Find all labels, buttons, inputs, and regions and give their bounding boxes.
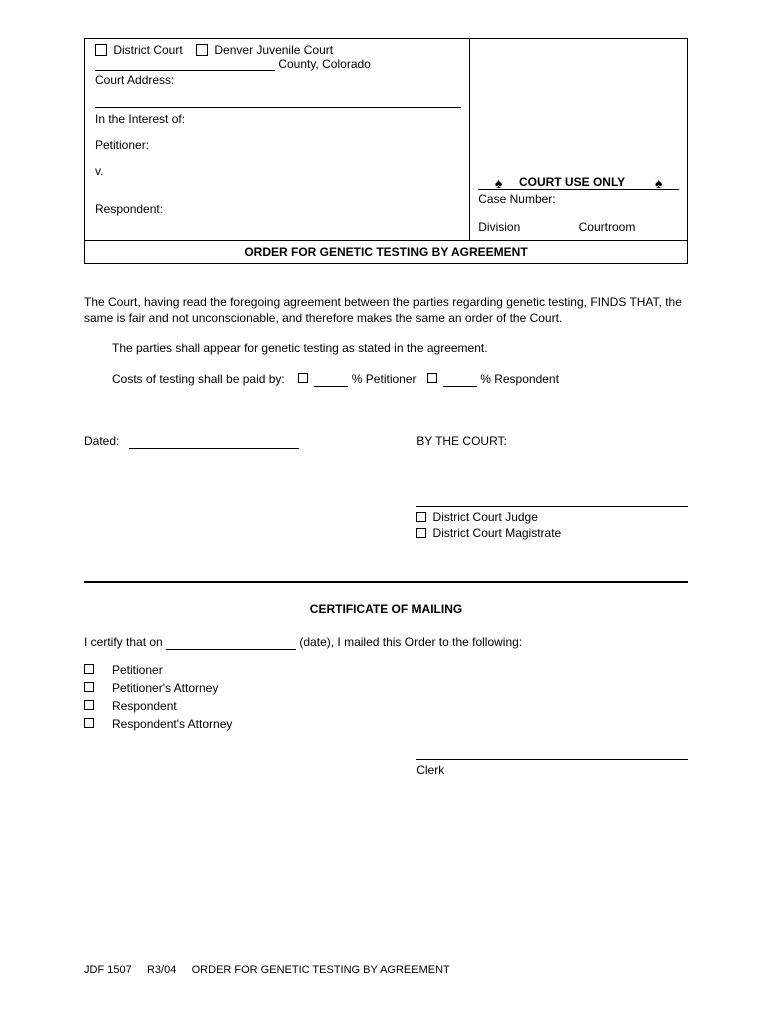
mail-resp-atty-checkbox[interactable] xyxy=(84,718,94,728)
signature-row: Dated: BY THE COURT: District Court Judg… xyxy=(84,433,688,542)
respondent-label: Respondent: xyxy=(95,202,461,216)
dc-judge-checkbox[interactable] xyxy=(416,512,426,522)
petitioner-label: Petitioner: xyxy=(95,138,461,152)
caption-right: ♠ COURT USE ONLY ♠ Case Number: Division… xyxy=(470,39,687,240)
caption-box: District Court Denver Juvenile Court Cou… xyxy=(84,38,688,264)
order-title: ORDER FOR GENETIC TESTING BY AGREEMENT xyxy=(85,240,687,263)
caption-left: District Court Denver Juvenile Court Cou… xyxy=(85,39,470,240)
section-divider xyxy=(84,581,688,583)
mail-respondent-checkbox[interactable] xyxy=(84,700,94,710)
respondent-cost-checkbox[interactable] xyxy=(427,373,437,383)
mail-petitioner-checkbox[interactable] xyxy=(84,664,94,674)
dated-block: Dated: xyxy=(84,433,416,542)
by-court-label: BY THE COURT: xyxy=(416,433,688,449)
denver-juvenile-checkbox[interactable] xyxy=(196,44,208,56)
mailing-list: Petitioner Petitioner's Attorney Respond… xyxy=(84,662,688,733)
certify-date-field[interactable] xyxy=(166,649,296,650)
vs-label: v. xyxy=(95,164,461,178)
denver-juvenile-label: Denver Juvenile Court xyxy=(214,43,333,57)
interest-of-label: In the Interest of: xyxy=(95,112,461,126)
petitioner-cost-checkbox[interactable] xyxy=(298,373,308,383)
mail-item-petitioner-attorney: Petitioner's Attorney xyxy=(84,680,688,696)
mail-item-petitioner: Petitioner xyxy=(84,662,688,678)
by-court-block: BY THE COURT: District Court Judge Distr… xyxy=(416,433,688,542)
court-use-only-row: ♠ COURT USE ONLY ♠ xyxy=(478,173,679,190)
mail-pet-atty-label: Petitioner's Attorney xyxy=(112,680,218,696)
division-label: Division xyxy=(478,220,578,234)
form-revision: R3/04 xyxy=(147,964,176,976)
mail-item-respondent: Respondent xyxy=(84,698,688,714)
pct-petitioner-label: % Petitioner xyxy=(352,372,417,386)
dc-mag-checkbox[interactable] xyxy=(416,528,426,538)
mail-respondent-label: Respondent xyxy=(112,698,177,714)
dated-field[interactable] xyxy=(129,448,299,449)
dc-mag-label: District Court Magistrate xyxy=(433,526,562,540)
caption-divider xyxy=(95,107,461,108)
certify-prefix: I certify that on xyxy=(84,635,166,649)
finding-paragraph: The Court, having read the foregoing agr… xyxy=(84,294,688,326)
dc-mag-row: District Court Magistrate xyxy=(416,525,688,541)
division-courtroom-row: Division Courtroom xyxy=(478,220,679,234)
spacer xyxy=(95,216,461,234)
certify-row: I certify that on (date), I mailed this … xyxy=(84,634,688,650)
appear-paragraph: The parties shall appear for genetic tes… xyxy=(112,340,688,356)
clerk-row: Clerk xyxy=(84,746,688,778)
district-court-label: District Court xyxy=(113,43,182,57)
district-court-checkbox[interactable] xyxy=(95,44,107,56)
spade-left-icon: ♠ xyxy=(495,175,502,191)
mail-item-respondent-attorney: Respondent's Attorney xyxy=(84,716,688,732)
caption-row: District Court Denver Juvenile Court Cou… xyxy=(85,39,687,240)
form-footer: JDF 1507 R3/04 ORDER FOR GENETIC TESTING… xyxy=(84,964,450,976)
mail-resp-atty-label: Respondent's Attorney xyxy=(112,716,232,732)
dated-label: Dated: xyxy=(84,434,119,448)
county-field[interactable] xyxy=(95,70,275,71)
dc-judge-row: District Court Judge xyxy=(416,509,688,525)
costs-prefix: Costs of testing shall be paid by: xyxy=(112,372,285,386)
county-row: County, Colorado xyxy=(95,57,461,71)
county-suffix: County, Colorado xyxy=(278,57,371,71)
certificate-title: CERTIFICATE OF MAILING xyxy=(84,601,688,617)
spacer xyxy=(95,87,461,107)
costs-row: Costs of testing shall be paid by: % Pet… xyxy=(112,371,688,387)
judge-signature-line[interactable] xyxy=(416,493,688,507)
dc-judge-label: District Court Judge xyxy=(433,510,538,524)
body-section: The Court, having read the foregoing agr… xyxy=(84,294,688,779)
petitioner-pct-field[interactable] xyxy=(314,386,348,387)
clerk-label: Clerk xyxy=(416,762,688,778)
form-number: JDF 1507 xyxy=(84,964,132,976)
form-title: ORDER FOR GENETIC TESTING BY AGREEMENT xyxy=(192,964,450,976)
certify-suffix: (date), I mailed this Order to the follo… xyxy=(299,635,522,649)
pct-respondent-label: % Respondent xyxy=(480,372,559,386)
court-select-row: District Court Denver Juvenile Court xyxy=(95,43,461,57)
case-number-label: Case Number: xyxy=(478,192,679,206)
courtroom-label: Courtroom xyxy=(579,220,679,234)
mail-pet-atty-checkbox[interactable] xyxy=(84,682,94,692)
court-address-label: Court Address: xyxy=(95,73,461,87)
clerk-signature-line[interactable] xyxy=(416,746,688,760)
court-use-only-label: COURT USE ONLY xyxy=(519,175,625,189)
spade-right-icon: ♠ xyxy=(655,175,662,191)
clerk-block: Clerk xyxy=(416,746,688,778)
respondent-pct-field[interactable] xyxy=(443,386,477,387)
mail-petitioner-label: Petitioner xyxy=(112,662,163,678)
